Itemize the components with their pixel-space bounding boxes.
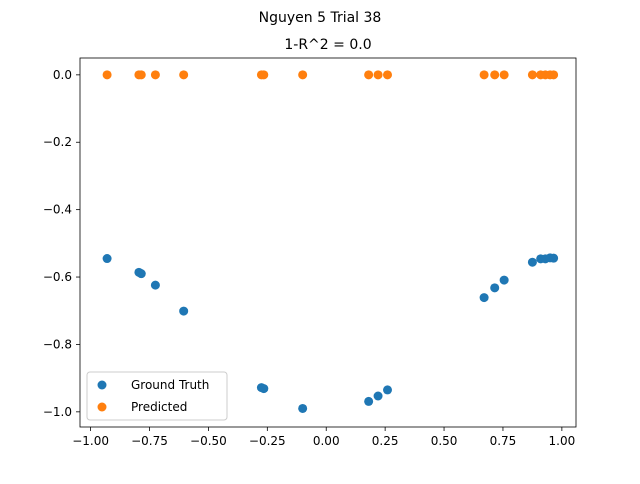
plot-area-frame bbox=[79, 57, 577, 428]
x-tick-label: 1.00 bbox=[549, 434, 576, 448]
ground-truth-point bbox=[298, 403, 308, 413]
ground-truth-point bbox=[179, 306, 189, 316]
predicted-point bbox=[298, 70, 308, 80]
y-tick-label: 0.0 bbox=[53, 68, 72, 82]
predicted-point bbox=[382, 70, 392, 80]
data-points bbox=[102, 70, 559, 413]
legend-label: Predicted bbox=[131, 400, 187, 414]
y-tick-label: −0.4 bbox=[43, 203, 72, 217]
x-tick-label: 0.75 bbox=[490, 434, 517, 448]
x-tick-label: 0.00 bbox=[313, 434, 340, 448]
y-tick-label: −0.6 bbox=[43, 270, 72, 284]
predicted-point bbox=[527, 70, 537, 80]
predicted-point bbox=[259, 70, 269, 80]
chart-title: 1-R^2 = 0.0 bbox=[284, 37, 371, 53]
ground-truth-point bbox=[490, 283, 500, 293]
predicted-point bbox=[364, 70, 374, 80]
predicted-point bbox=[499, 70, 509, 80]
predicted-point bbox=[179, 70, 189, 80]
predicted-point bbox=[490, 70, 500, 80]
ground-truth-point bbox=[549, 253, 559, 263]
predicted-point bbox=[136, 70, 146, 80]
predicted-point bbox=[479, 70, 489, 80]
ground-truth-point bbox=[364, 396, 374, 406]
ground-truth-point bbox=[527, 257, 537, 267]
ground-truth-point bbox=[382, 385, 392, 395]
legend-label: Ground Truth bbox=[131, 378, 209, 392]
ground-truth-point bbox=[102, 254, 112, 264]
x-axis-ticks: −1.00 −0.75 −0.50 −0.25 0.00 0.25 0.50 0.75 1.00 bbox=[72, 427, 575, 448]
ground-truth-point bbox=[479, 293, 489, 303]
predicted-point bbox=[150, 70, 160, 80]
legend-marker bbox=[97, 380, 107, 390]
ground-truth-point bbox=[150, 280, 160, 290]
predicted-point bbox=[373, 70, 383, 80]
x-tick-label: 0.25 bbox=[372, 434, 399, 448]
x-tick-label: 0.50 bbox=[431, 434, 458, 448]
x-tick-label: −0.75 bbox=[131, 434, 168, 448]
y-tick-label: −0.8 bbox=[43, 337, 72, 351]
predicted-point bbox=[549, 70, 559, 80]
x-tick-label: −1.00 bbox=[72, 434, 109, 448]
ground-truth-point bbox=[259, 384, 269, 394]
legend: Ground Truth Predicted bbox=[86, 371, 228, 421]
y-axis-ticks: 0.0 −0.2 −0.4 −0.6 −0.8 −1.0 bbox=[43, 68, 80, 419]
y-tick-label: −0.2 bbox=[43, 135, 72, 149]
chart-suptitle: Nguyen 5 Trial 38 bbox=[259, 10, 382, 26]
x-tick-label: −0.25 bbox=[249, 434, 286, 448]
ground-truth-point bbox=[136, 269, 146, 279]
legend-marker bbox=[97, 402, 107, 412]
predicted-point bbox=[102, 70, 112, 80]
ground-truth-point bbox=[499, 275, 509, 285]
x-tick-label: −0.50 bbox=[190, 434, 227, 448]
y-tick-label: −1.0 bbox=[43, 405, 72, 419]
legend-box bbox=[86, 371, 228, 421]
ground-truth-point bbox=[373, 391, 383, 401]
